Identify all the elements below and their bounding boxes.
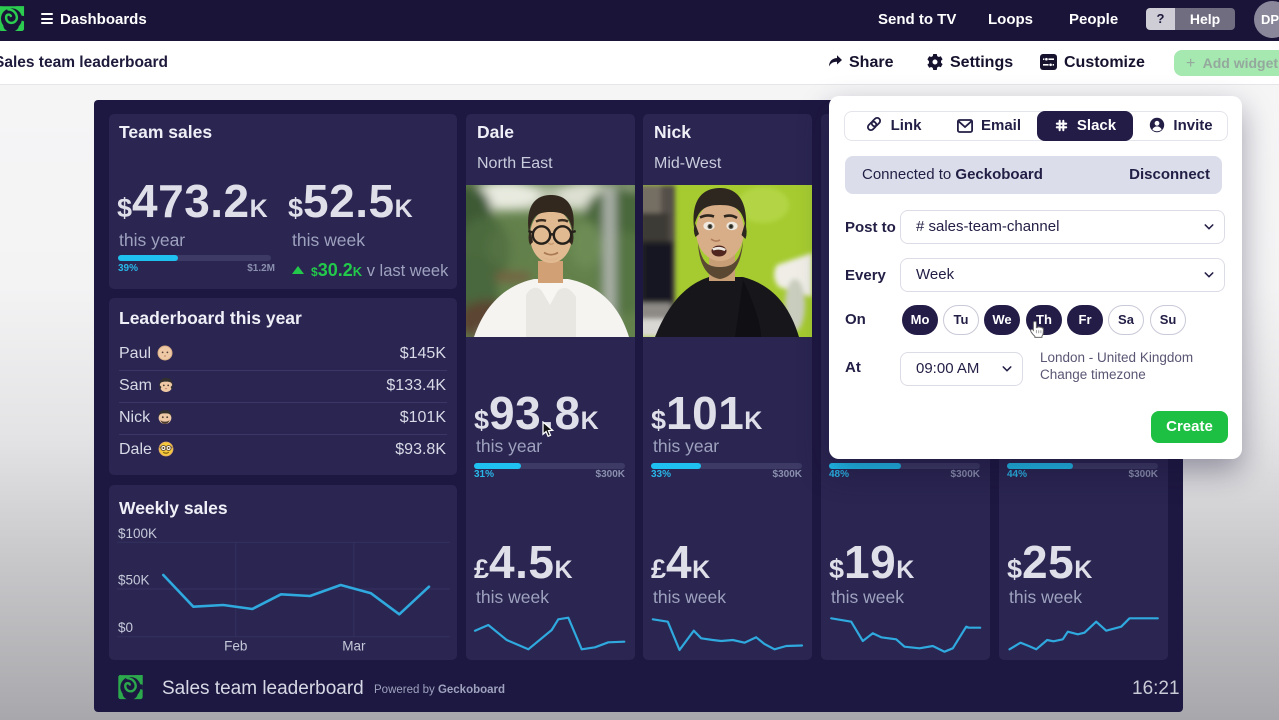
svg-text:Feb: Feb <box>224 639 247 654</box>
svg-text:$0: $0 <box>118 620 133 635</box>
svg-text:$50K: $50K <box>118 573 150 588</box>
svg-text:Mar: Mar <box>342 639 366 654</box>
svg-text:$100K: $100K <box>118 526 157 541</box>
